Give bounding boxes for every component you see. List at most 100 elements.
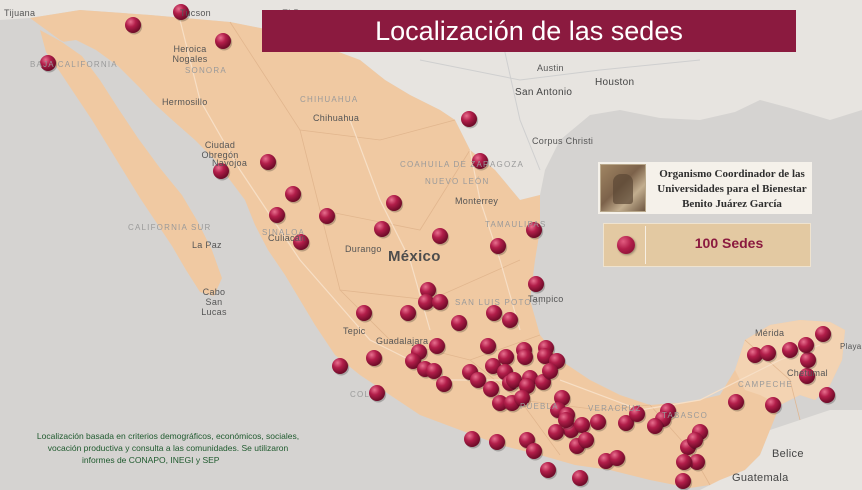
yucatan — [735, 320, 845, 405]
label-tucson: Tucson — [180, 8, 211, 18]
label-san-antonio: San Antonio — [515, 87, 573, 98]
sede-marker — [528, 276, 544, 292]
label-chetumal: Chetumal — [787, 368, 828, 378]
sedes-count-panel — [603, 223, 811, 267]
sede-marker — [558, 412, 574, 428]
sede-marker — [492, 395, 508, 411]
organization-name-line: Benito Juárez García — [682, 198, 782, 210]
sede-marker — [572, 470, 588, 486]
sede-marker — [514, 390, 530, 406]
sede-marker — [420, 282, 436, 298]
methodology-note-line: Localización basada en criterios demográ… — [36, 431, 300, 441]
mexico-land — [30, 10, 845, 488]
gulf-of-california — [62, 40, 238, 278]
label-culiacan: Culiacán — [268, 233, 306, 243]
sede-marker — [526, 222, 542, 238]
sede-marker — [386, 195, 402, 211]
label-sinaloa: SINALOA — [262, 228, 306, 237]
sede-marker — [418, 294, 434, 310]
sede-marker — [629, 406, 645, 422]
sede-marker — [461, 111, 477, 127]
sede-marker — [609, 450, 625, 466]
label-durango: Durango — [345, 244, 382, 254]
central-america — [700, 410, 862, 490]
sede-marker — [747, 347, 763, 363]
label-veracruz: VERACRUZ — [588, 404, 642, 413]
label-tepic: Tepic — [343, 326, 366, 336]
sede-marker — [728, 394, 744, 410]
sede-marker — [689, 454, 705, 470]
label-heroica-nogales: Heroica Nogales — [172, 44, 208, 64]
label-coahuila: COAHUILA DE ZARAGOZA — [400, 160, 525, 169]
label-austin: Austin — [537, 63, 564, 73]
sede-marker — [173, 4, 189, 20]
sede-marker — [269, 207, 285, 223]
sede-marker — [285, 186, 301, 202]
sede-marker — [213, 163, 229, 179]
sede-marker — [647, 418, 663, 434]
sede-marker — [293, 234, 309, 250]
label-navojoa: Navojoa — [212, 158, 248, 168]
sede-marker — [483, 381, 499, 397]
sede-marker — [490, 238, 506, 254]
sede-marker — [125, 17, 141, 33]
sede-marker — [815, 326, 831, 342]
sede-marker — [548, 424, 564, 440]
label-guatemala: Guatemala — [732, 472, 789, 484]
methodology-note: Localización basada en criterios demográ… — [18, 430, 318, 466]
sede-marker — [760, 345, 776, 361]
sede-marker — [578, 432, 594, 448]
sede-marker — [472, 153, 488, 169]
sede-marker — [782, 342, 798, 358]
label-san-luis-potosi: SAN LUIS POTOSÍ — [455, 298, 542, 307]
label-playa-del-carmen: Playa del Carmen — [840, 342, 862, 351]
sede-marker — [542, 363, 558, 379]
sede-marker — [319, 208, 335, 224]
organization-name-line: Universidades para el Bienestar — [657, 183, 807, 195]
sede-marker — [574, 417, 590, 433]
label-sonora: SONORA — [185, 66, 227, 75]
sede-marker — [215, 33, 231, 49]
sede-marker — [369, 385, 385, 401]
label-merida: Mérida — [755, 328, 785, 338]
sede-marker — [590, 414, 606, 430]
sede-marker — [260, 154, 276, 170]
label-california-sur: CALIFORNIA SUR — [128, 223, 212, 232]
label-la-paz: La Paz — [192, 240, 222, 250]
sede-marker — [800, 352, 816, 368]
organization-name-line: Organismo Coordinador de las — [659, 168, 805, 180]
sede-marker — [429, 338, 445, 354]
label-cabo-san-lucas: Cabo San Lucas — [201, 287, 227, 317]
sede-marker — [618, 415, 634, 431]
label-monterrey: Monterrey — [455, 196, 499, 206]
sede-marker — [502, 312, 518, 328]
sede-marker — [480, 338, 496, 354]
label-nuevo-leon: NUEVO LEÓN — [425, 177, 490, 186]
sede-marker — [432, 228, 448, 244]
sede-marker — [451, 315, 467, 331]
sede-marker — [332, 358, 348, 374]
sede-marker — [799, 368, 815, 384]
sede-marker — [540, 462, 556, 478]
sede-marker — [356, 305, 372, 321]
label-puebla: PUEBLA — [520, 402, 559, 411]
methodology-note-line: informes de CONAPO, INEGI y SEP — [82, 455, 220, 465]
sede-marker — [526, 443, 542, 459]
sede-marker — [537, 348, 553, 364]
label-campeche: CAMPECHE — [738, 380, 793, 389]
sede-marker-icon — [617, 236, 635, 254]
methodology-note-line: vocación productiva y consulta a las com… — [47, 443, 289, 453]
label-tamaulipas: TAMAULIPAS — [485, 220, 547, 229]
sede-marker — [400, 305, 416, 321]
sede-marker — [374, 221, 390, 237]
sede-marker — [498, 349, 514, 365]
sede-marker — [819, 387, 835, 403]
sede-marker — [432, 294, 448, 310]
label-tampico: Tampico — [528, 294, 564, 304]
label-ciudad-obregon: Ciudad Obregón — [201, 140, 239, 160]
label-chihuahua-city: Chihuahua — [313, 113, 360, 123]
sede-marker — [366, 350, 382, 366]
sede-marker — [426, 363, 442, 379]
sede-marker — [485, 358, 501, 374]
